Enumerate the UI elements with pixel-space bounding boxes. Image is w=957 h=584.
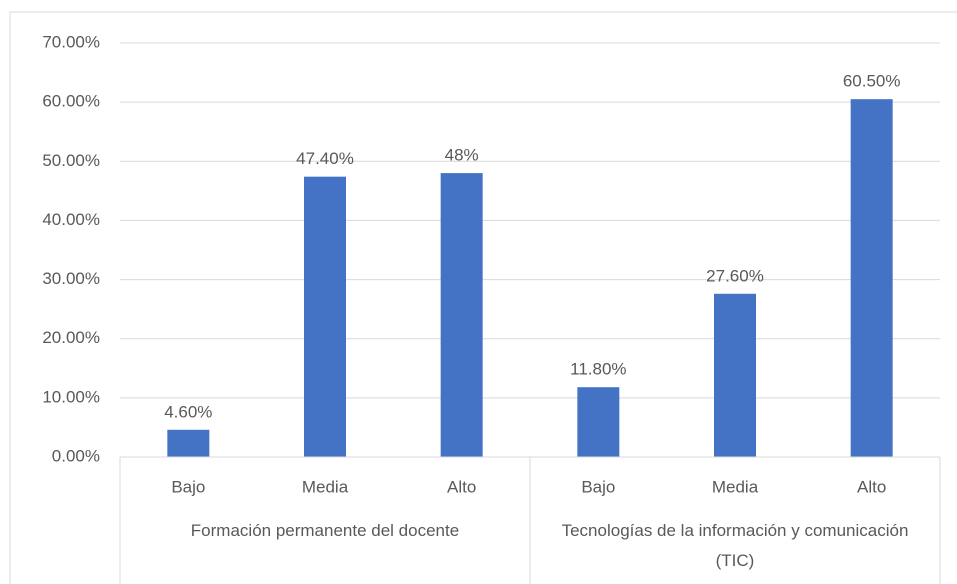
y-tick-label: 10.00%	[42, 387, 100, 406]
bar	[167, 429, 210, 457]
y-tick-label: 50.00%	[42, 151, 100, 170]
value-label: 11.80%	[570, 360, 626, 379]
x-tick-label: Media	[712, 477, 759, 496]
bar	[714, 293, 756, 457]
value-label: 48%	[445, 146, 479, 165]
x-tick-label: Bajo	[171, 477, 205, 496]
x-tick-label: Alto	[447, 477, 476, 496]
bar	[304, 176, 346, 458]
value-label: 4.60%	[164, 402, 212, 421]
bar	[577, 387, 620, 457]
value-label: 60.50%	[843, 72, 901, 91]
y-tick-label: 30.00%	[42, 269, 100, 288]
y-tick-label: 70.00%	[42, 32, 100, 51]
chart-border	[9, 11, 957, 584]
value-label: 27.60%	[706, 266, 764, 285]
y-tick-label: 0.00%	[52, 446, 100, 465]
group-label: Tecnologías de la información y comunica…	[561, 521, 909, 570]
x-tick-label: Alto	[857, 477, 886, 496]
x-tick-label: Media	[302, 477, 349, 496]
value-label: 47.40%	[296, 149, 354, 168]
y-tick-label: 60.00%	[42, 92, 100, 111]
y-tick-label: 40.00%	[42, 210, 100, 229]
group-label: Formación permanente del docente	[190, 521, 460, 540]
bar	[850, 99, 893, 457]
y-tick-label: 20.00%	[42, 328, 100, 347]
x-tick-label: Bajo	[581, 477, 615, 496]
bar	[440, 173, 483, 457]
